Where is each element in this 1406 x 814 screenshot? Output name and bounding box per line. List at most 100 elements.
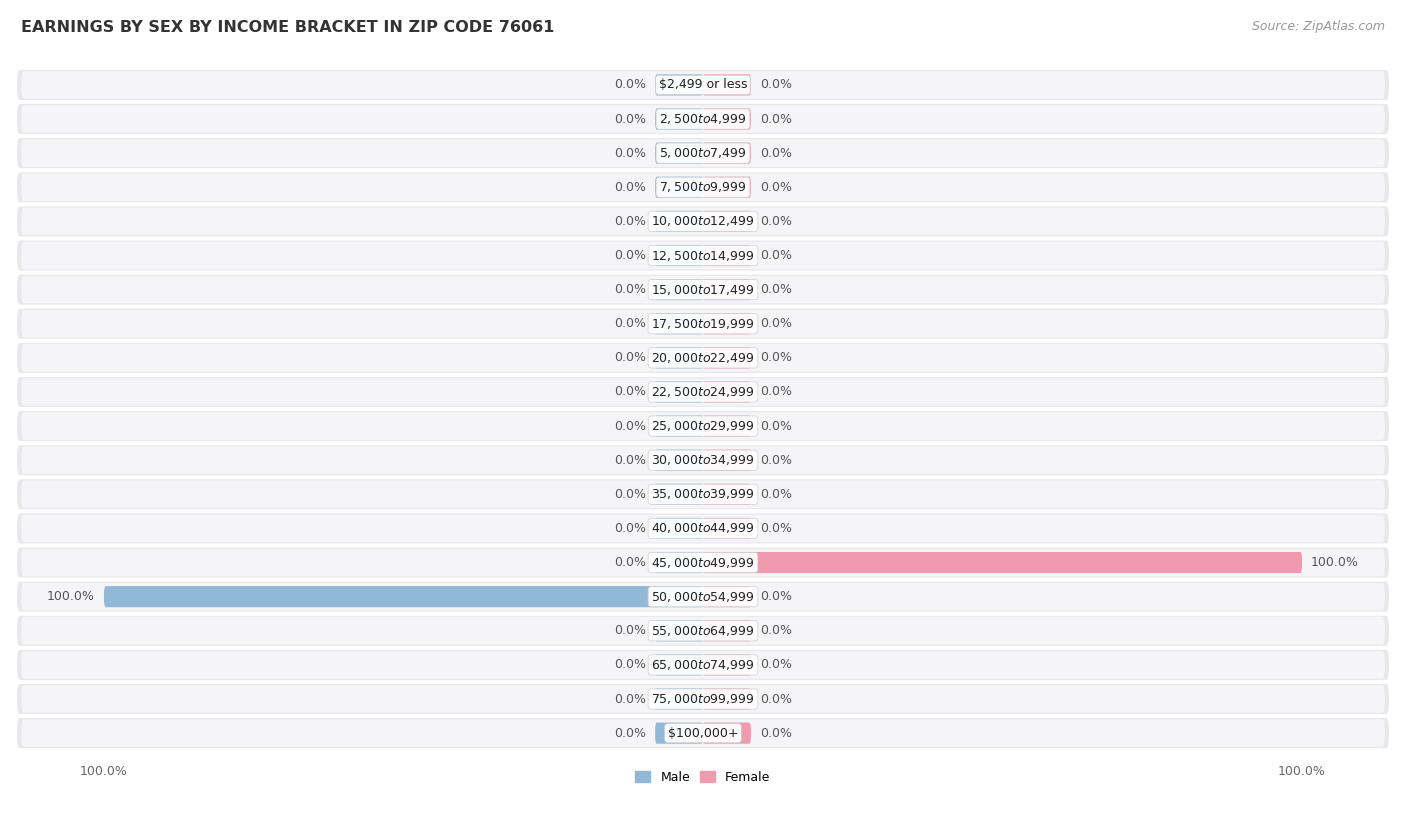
FancyBboxPatch shape: [703, 723, 751, 744]
Text: 0.0%: 0.0%: [614, 317, 647, 330]
Text: 0.0%: 0.0%: [614, 419, 647, 432]
Text: 0.0%: 0.0%: [614, 181, 647, 194]
FancyBboxPatch shape: [17, 514, 1389, 544]
FancyBboxPatch shape: [21, 208, 1385, 235]
Text: $35,000 to $39,999: $35,000 to $39,999: [651, 488, 755, 501]
Text: 0.0%: 0.0%: [759, 112, 792, 125]
FancyBboxPatch shape: [655, 245, 703, 266]
FancyBboxPatch shape: [17, 650, 1389, 680]
FancyBboxPatch shape: [17, 479, 1389, 510]
FancyBboxPatch shape: [17, 70, 1389, 100]
FancyBboxPatch shape: [17, 309, 1389, 339]
FancyBboxPatch shape: [21, 617, 1385, 645]
Text: 0.0%: 0.0%: [614, 352, 647, 365]
Text: 0.0%: 0.0%: [614, 693, 647, 706]
FancyBboxPatch shape: [21, 242, 1385, 269]
FancyBboxPatch shape: [21, 446, 1385, 474]
FancyBboxPatch shape: [655, 620, 703, 641]
Text: $100,000+: $100,000+: [668, 727, 738, 740]
FancyBboxPatch shape: [655, 415, 703, 436]
FancyBboxPatch shape: [703, 415, 751, 436]
Text: 0.0%: 0.0%: [759, 78, 792, 91]
Text: $30,000 to $34,999: $30,000 to $34,999: [651, 453, 755, 467]
Text: 0.0%: 0.0%: [759, 693, 792, 706]
FancyBboxPatch shape: [655, 449, 703, 470]
FancyBboxPatch shape: [655, 382, 703, 403]
FancyBboxPatch shape: [655, 348, 703, 369]
Text: 0.0%: 0.0%: [759, 488, 792, 501]
Text: 0.0%: 0.0%: [614, 283, 647, 296]
FancyBboxPatch shape: [703, 245, 751, 266]
Text: 0.0%: 0.0%: [614, 488, 647, 501]
Text: 0.0%: 0.0%: [759, 386, 792, 399]
FancyBboxPatch shape: [21, 720, 1385, 747]
FancyBboxPatch shape: [21, 105, 1385, 133]
Text: 0.0%: 0.0%: [614, 147, 647, 160]
Text: Source: ZipAtlas.com: Source: ZipAtlas.com: [1251, 20, 1385, 33]
FancyBboxPatch shape: [703, 211, 751, 232]
FancyBboxPatch shape: [703, 279, 751, 300]
Text: 0.0%: 0.0%: [759, 522, 792, 535]
FancyBboxPatch shape: [17, 138, 1389, 168]
FancyBboxPatch shape: [21, 139, 1385, 167]
Text: 100.0%: 100.0%: [1310, 556, 1360, 569]
FancyBboxPatch shape: [17, 207, 1389, 236]
FancyBboxPatch shape: [655, 484, 703, 505]
FancyBboxPatch shape: [17, 173, 1389, 203]
FancyBboxPatch shape: [17, 684, 1389, 714]
Text: $10,000 to $12,499: $10,000 to $12,499: [651, 214, 755, 229]
Text: 0.0%: 0.0%: [614, 112, 647, 125]
Text: 0.0%: 0.0%: [759, 317, 792, 330]
FancyBboxPatch shape: [21, 173, 1385, 201]
Text: 0.0%: 0.0%: [614, 215, 647, 228]
FancyBboxPatch shape: [655, 552, 703, 573]
Text: 0.0%: 0.0%: [614, 522, 647, 535]
FancyBboxPatch shape: [655, 108, 703, 129]
Text: $5,000 to $7,499: $5,000 to $7,499: [659, 147, 747, 160]
Text: 0.0%: 0.0%: [759, 419, 792, 432]
Text: $20,000 to $22,499: $20,000 to $22,499: [651, 351, 755, 365]
FancyBboxPatch shape: [17, 343, 1389, 373]
Text: 100.0%: 100.0%: [46, 590, 96, 603]
FancyBboxPatch shape: [703, 177, 751, 198]
Text: $45,000 to $49,999: $45,000 to $49,999: [651, 556, 755, 570]
Text: 0.0%: 0.0%: [759, 352, 792, 365]
FancyBboxPatch shape: [21, 480, 1385, 508]
FancyBboxPatch shape: [703, 449, 751, 470]
FancyBboxPatch shape: [655, 211, 703, 232]
Text: 0.0%: 0.0%: [759, 147, 792, 160]
FancyBboxPatch shape: [17, 718, 1389, 748]
Text: 0.0%: 0.0%: [614, 249, 647, 262]
FancyBboxPatch shape: [17, 104, 1389, 134]
FancyBboxPatch shape: [21, 583, 1385, 610]
Text: $75,000 to $99,999: $75,000 to $99,999: [651, 692, 755, 706]
Text: 0.0%: 0.0%: [759, 249, 792, 262]
FancyBboxPatch shape: [21, 685, 1385, 713]
FancyBboxPatch shape: [21, 379, 1385, 406]
FancyBboxPatch shape: [21, 549, 1385, 576]
Text: $2,500 to $4,999: $2,500 to $4,999: [659, 112, 747, 126]
FancyBboxPatch shape: [703, 108, 751, 129]
FancyBboxPatch shape: [703, 313, 751, 335]
Text: $7,500 to $9,999: $7,500 to $9,999: [659, 180, 747, 195]
FancyBboxPatch shape: [703, 620, 751, 641]
FancyBboxPatch shape: [21, 310, 1385, 338]
FancyBboxPatch shape: [703, 586, 751, 607]
Text: 0.0%: 0.0%: [614, 624, 647, 637]
FancyBboxPatch shape: [21, 651, 1385, 679]
Text: 0.0%: 0.0%: [759, 283, 792, 296]
FancyBboxPatch shape: [17, 240, 1389, 270]
Text: 0.0%: 0.0%: [614, 386, 647, 399]
FancyBboxPatch shape: [655, 177, 703, 198]
FancyBboxPatch shape: [17, 274, 1389, 304]
Text: 0.0%: 0.0%: [759, 181, 792, 194]
FancyBboxPatch shape: [17, 445, 1389, 475]
FancyBboxPatch shape: [21, 514, 1385, 542]
FancyBboxPatch shape: [703, 518, 751, 539]
FancyBboxPatch shape: [655, 654, 703, 676]
Text: $12,500 to $14,999: $12,500 to $14,999: [651, 248, 755, 262]
Text: 0.0%: 0.0%: [614, 453, 647, 466]
Text: EARNINGS BY SEX BY INCOME BRACKET IN ZIP CODE 76061: EARNINGS BY SEX BY INCOME BRACKET IN ZIP…: [21, 20, 554, 35]
FancyBboxPatch shape: [17, 582, 1389, 611]
Text: $25,000 to $29,999: $25,000 to $29,999: [651, 419, 755, 433]
